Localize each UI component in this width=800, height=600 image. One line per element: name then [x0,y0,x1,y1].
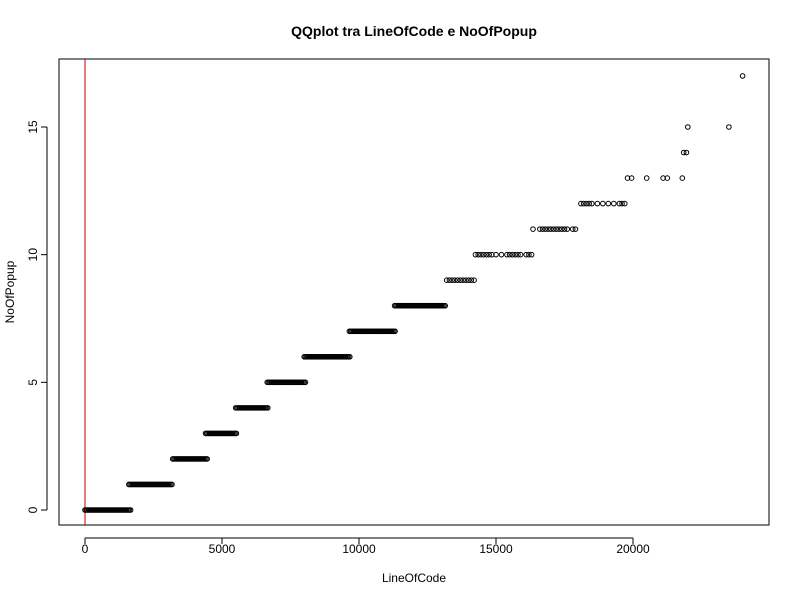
y-axis-label: NoOfPopup [3,260,17,323]
data-point [465,277,472,284]
data-point [545,226,551,232]
x-axis: 0 5000 10000 15000 20000 [82,537,650,556]
data-point [726,124,732,130]
data-point [449,277,455,284]
y-tick-label: 0 [26,506,40,513]
data-points [82,73,746,513]
data-point [472,251,479,258]
data-point [506,251,513,258]
y-tick-label: 15 [26,120,40,134]
data-point [127,507,134,513]
data-point [564,226,571,232]
data-point [548,226,554,232]
data-point [558,226,565,232]
data-point [526,251,532,258]
data-point [442,302,448,309]
data-point [569,226,576,232]
data-point [468,277,475,284]
data-point [739,73,746,79]
x-tick-label: 5000 [209,542,236,556]
data-point [169,481,175,488]
y-tick-label: 10 [26,248,40,262]
data-point [478,251,484,258]
data-point [498,251,505,258]
data-point [683,149,690,156]
data-point [480,251,487,258]
data-point [204,456,210,462]
data-point [233,430,240,437]
x-tick-label: 0 [82,542,89,556]
data-point [523,251,529,258]
data-point [611,200,617,207]
data-point [578,200,584,207]
data-point [594,200,601,207]
data-point [515,251,521,258]
data-point [475,251,481,258]
data-point [619,200,625,207]
data-point [664,175,671,181]
data-point [542,226,549,232]
x-axis-label: LineOfCode [382,571,446,585]
data-point [556,226,562,232]
data-point [580,200,587,207]
data-point [685,124,691,130]
data-point [586,200,592,207]
data-point [504,251,510,258]
data-point [537,226,543,232]
data-point [628,175,635,181]
data-point [643,175,650,181]
data-point [517,251,524,258]
data-point [483,251,490,258]
data-point [463,277,469,284]
data-point [680,149,687,156]
data-point [539,226,546,232]
data-point [589,200,595,207]
data-point [616,200,623,207]
data-point [454,277,461,284]
data-point [452,277,458,284]
data-point [486,251,492,258]
data-point [457,277,464,284]
data-point [528,251,535,258]
data-point [446,277,453,284]
data-point [302,379,309,386]
data-point [460,277,466,284]
data-point [550,226,557,232]
data-point [471,277,477,284]
x-tick-label: 15000 [479,542,513,556]
data-point [392,328,398,335]
data-point [600,200,606,207]
data-point [264,405,271,411]
data-point [679,175,686,181]
data-point [512,251,518,258]
data-point [493,251,499,258]
x-tick-label: 20000 [616,542,650,556]
data-point [347,354,353,360]
data-point [530,226,536,232]
data-point [561,226,568,232]
y-axis: 0 5 10 15 [26,120,48,513]
data-point [443,277,450,284]
chart-title: QQplot tra LineOfCode e NoOfPopup [291,23,537,39]
y-tick-label: 5 [26,379,40,386]
data-point [583,200,590,207]
plot-frame [58,58,770,526]
data-point [509,251,516,258]
data-point [621,200,628,207]
data-point [553,226,560,232]
x-tick-label: 10000 [342,542,376,556]
data-point [605,200,612,207]
data-point [572,226,579,232]
